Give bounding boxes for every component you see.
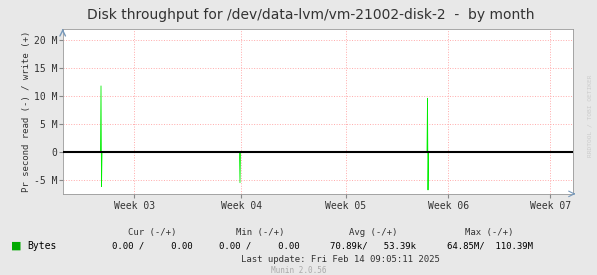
Text: Min (-/+): Min (-/+): [235, 228, 284, 237]
Text: Cur (-/+): Cur (-/+): [128, 228, 177, 237]
Text: Munin 2.0.56: Munin 2.0.56: [271, 266, 326, 274]
Text: Last update: Fri Feb 14 09:05:11 2025: Last update: Fri Feb 14 09:05:11 2025: [241, 255, 440, 263]
Text: ■: ■: [11, 241, 21, 251]
Y-axis label: Pr second read (-) / write (+): Pr second read (-) / write (+): [22, 31, 31, 192]
Text: 64.85M/  110.39M: 64.85M/ 110.39M: [447, 242, 533, 251]
Text: 0.00 /     0.00: 0.00 / 0.00: [112, 242, 193, 251]
Text: Avg (-/+): Avg (-/+): [349, 228, 398, 237]
Text: RRDTOOL / TOBI OETIKER: RRDTOOL / TOBI OETIKER: [587, 74, 592, 157]
Text: Bytes: Bytes: [27, 241, 57, 251]
Text: Disk throughput for /dev/data-lvm/vm-21002-disk-2  -  by month: Disk throughput for /dev/data-lvm/vm-210…: [87, 8, 534, 22]
Text: 0.00 /     0.00: 0.00 / 0.00: [219, 242, 300, 251]
Text: 70.89k/   53.39k: 70.89k/ 53.39k: [330, 242, 416, 251]
Text: Max (-/+): Max (-/+): [465, 228, 514, 237]
